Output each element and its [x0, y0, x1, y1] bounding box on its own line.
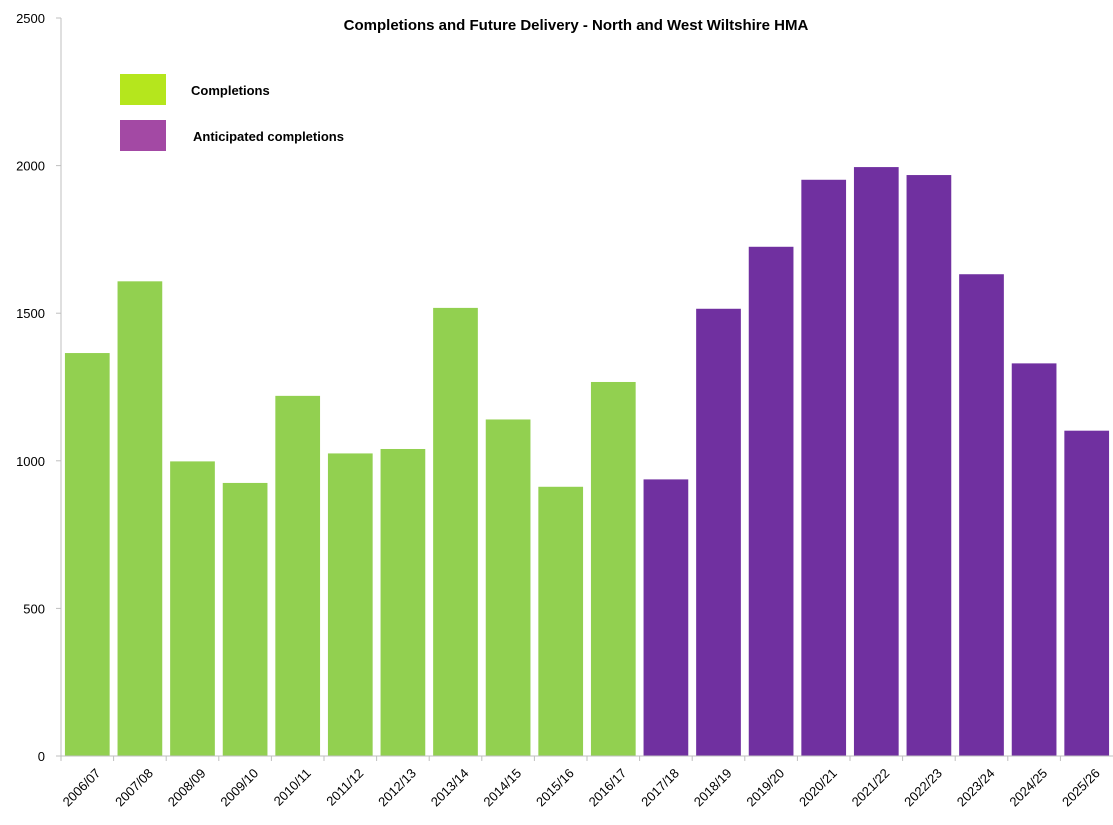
- y-axis: 0 500 1000 1500 2000 2500: [16, 11, 62, 764]
- x-tick-label: 2025/26: [1059, 766, 1103, 810]
- y-tick-label: 1000: [16, 454, 45, 469]
- x-tick-label: 2007/08: [112, 766, 156, 810]
- bar-2014-15: [485, 419, 531, 756]
- bar-2020-21: [801, 179, 847, 756]
- chart-title: Completions and Future Delivery - North …: [344, 17, 809, 34]
- bar-2022-23: [906, 175, 952, 757]
- bar-2013-14: [433, 307, 478, 756]
- x-tick-label: 2020/21: [796, 766, 840, 810]
- bar-2025-26: [1064, 430, 1110, 756]
- y-tick-label: 2500: [16, 11, 45, 26]
- bar-2023-24: [959, 274, 1004, 756]
- x-tick-label: 2016/17: [586, 766, 630, 810]
- y-tick-label: 500: [23, 601, 45, 616]
- bar-2024-25: [1011, 363, 1057, 756]
- x-tick-label: 2006/07: [60, 766, 104, 810]
- x-tick-label: 2008/09: [165, 766, 209, 810]
- x-tick-label: 2010/11: [271, 766, 314, 809]
- y-tick-label: 0: [38, 749, 45, 764]
- legend-swatch-anticipated: [120, 120, 166, 151]
- bar-2021-22: [853, 167, 899, 756]
- x-tick-label: 2012/13: [375, 766, 419, 810]
- legend-label-anticipated: Anticipated completions: [193, 129, 344, 144]
- legend-label-completions: Completions: [191, 83, 270, 98]
- bar-2016-17: [590, 381, 636, 756]
- x-tick-label: 2021/22: [849, 766, 893, 810]
- x-tick-label: 2022/23: [901, 766, 945, 810]
- bar-2017-18: [643, 479, 689, 756]
- bar-2008-09: [170, 461, 215, 756]
- bar-2010-11: [275, 395, 321, 756]
- legend: Completions Anticipated completions: [120, 74, 344, 151]
- y-tick-label: 1500: [16, 306, 45, 321]
- y-tick-label: 2000: [16, 159, 45, 174]
- bar-2011-12: [327, 453, 373, 756]
- bar-2012-13: [380, 448, 426, 756]
- x-tick-label: 2017/18: [638, 766, 682, 810]
- x-tick-label: 2009/10: [217, 766, 261, 810]
- x-tick-label: 2019/20: [743, 766, 787, 810]
- x-tick-label: 2018/19: [691, 766, 735, 810]
- x-axis: 2006/07 2007/08 2008/09 2009/10 2010/11 2011/…: [60, 755, 1113, 810]
- bar-2009-10: [222, 482, 268, 756]
- x-tick-label: 2014/15: [480, 766, 524, 810]
- x-tick-label: 2024/25: [1006, 766, 1050, 810]
- bar-2006-07: [64, 353, 110, 756]
- legend-swatch-completions: [120, 74, 166, 105]
- x-tick-label: 2015/16: [533, 766, 577, 810]
- bar-2015-16: [538, 486, 584, 756]
- x-tick-label: 2023/24: [954, 766, 998, 810]
- bar-2007-08: [117, 281, 163, 756]
- bar-2019-20: [748, 246, 794, 756]
- bar-2018-19: [696, 308, 741, 756]
- x-tick-label: 2011/12: [323, 766, 366, 809]
- x-tick-label: 2013/14: [428, 766, 472, 810]
- bars: [64, 167, 1110, 757]
